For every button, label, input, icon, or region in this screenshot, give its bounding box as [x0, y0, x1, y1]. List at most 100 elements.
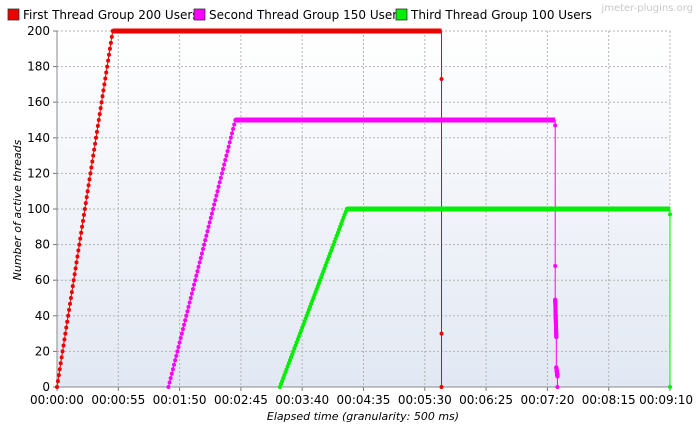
ramp-marker [66, 313, 71, 318]
ramp-marker [193, 278, 198, 283]
x-tick-label: 00:01:50 [153, 393, 207, 407]
watermark-text: jmeter-plugins.org [600, 3, 693, 14]
ramp-marker [176, 344, 181, 349]
ramp-marker [180, 327, 185, 332]
ramp-marker [74, 260, 79, 265]
data-point [555, 374, 560, 379]
ramp-marker [206, 224, 211, 229]
ramp-marker [228, 135, 233, 140]
ramp-marker [189, 291, 194, 296]
ramp-marker [75, 254, 80, 259]
ramp-marker [87, 177, 92, 182]
x-tick-label: 00:04:35 [337, 393, 391, 407]
ramp-marker [99, 100, 104, 105]
ramp-marker [212, 202, 217, 207]
ramp-marker [221, 166, 226, 171]
x-tick-label: 00:00:55 [91, 393, 145, 407]
ramp-marker [104, 70, 109, 75]
ramp-marker [179, 331, 184, 336]
ramp-marker [225, 149, 230, 154]
y-tick-label: 100 [27, 202, 50, 216]
y-tick-label: 0 [42, 380, 50, 394]
ramp-marker [60, 349, 65, 354]
ramp-marker [101, 88, 106, 93]
ramp-marker [218, 175, 223, 180]
ramp-marker [204, 233, 209, 238]
ramp-marker [55, 385, 59, 389]
ramp-marker [198, 255, 203, 260]
ramp-marker [108, 40, 113, 45]
ramp-marker [62, 337, 67, 342]
ramp-marker [167, 380, 172, 385]
ramp-marker [219, 171, 224, 176]
legend-swatch [395, 8, 408, 21]
y-tick-label: 60 [35, 273, 50, 287]
x-tick-label: 00:05:30 [398, 393, 452, 407]
ramp-marker [194, 273, 199, 278]
y-tick-label: 120 [27, 166, 50, 180]
ramp-marker [68, 301, 73, 306]
ramp-marker [226, 144, 231, 149]
ramp-marker [182, 322, 187, 327]
ramp-marker [211, 207, 216, 211]
ramp-marker [216, 184, 221, 189]
ramp-marker [109, 34, 114, 39]
ramp-marker [215, 189, 220, 194]
ramp-marker [201, 247, 206, 252]
ramp-marker [79, 230, 84, 235]
series-second [166, 117, 560, 389]
ramp-marker [203, 238, 208, 243]
ramp-marker [217, 180, 222, 185]
ramp-marker [63, 331, 68, 336]
ramp-marker [209, 211, 214, 216]
ramp-marker [73, 266, 78, 271]
ramp-marker [229, 131, 234, 136]
ramp-marker [170, 367, 175, 372]
data-point [668, 385, 672, 389]
ramp-marker [106, 58, 111, 63]
ramp-marker [58, 361, 63, 366]
data-point [439, 77, 444, 82]
ramp-marker [84, 195, 89, 200]
ramp-marker [80, 224, 85, 229]
ramp-marker [86, 183, 91, 188]
ramp-marker [56, 373, 61, 378]
data-point [439, 385, 444, 389]
ramp-marker [214, 193, 219, 198]
ramp-marker [197, 260, 202, 265]
ramp-marker [88, 171, 93, 176]
ramp-marker [186, 304, 191, 309]
x-tick-label: 00:03:40 [275, 393, 329, 407]
ramp-marker [98, 106, 103, 111]
ramp-marker [188, 296, 193, 300]
data-point [554, 335, 559, 340]
ramp-marker [175, 349, 180, 354]
ramp-marker [195, 269, 200, 274]
legend: First Thread Group 200 Users Second Threa… [7, 8, 592, 22]
ramp-marker [172, 362, 177, 367]
y-tick-label: 140 [27, 131, 50, 145]
axes: 0 20 40 60 80 100 120 140 160 180 200 00:00:00 00:00… [27, 24, 693, 407]
ramp-marker [190, 287, 195, 292]
data-point [553, 123, 558, 128]
ramp-marker [196, 264, 201, 269]
ramp-marker [57, 367, 62, 372]
series-third [277, 206, 672, 389]
ramp-marker [55, 379, 60, 384]
ramp-marker [93, 141, 98, 146]
ramp-marker [223, 158, 228, 163]
ramp-marker [71, 278, 76, 283]
ramp-marker [107, 52, 112, 57]
ramp-marker [102, 82, 107, 87]
ramp-marker [78, 236, 83, 241]
ramp-marker [168, 376, 173, 381]
data-point [668, 212, 672, 217]
ramp-marker [96, 118, 101, 122]
ramp-marker [199, 251, 204, 256]
ramp-marker [69, 290, 74, 295]
x-tick-label: 00:09:10 [639, 393, 693, 407]
y-tick-label: 200 [27, 24, 50, 38]
ramp-marker [94, 129, 99, 134]
